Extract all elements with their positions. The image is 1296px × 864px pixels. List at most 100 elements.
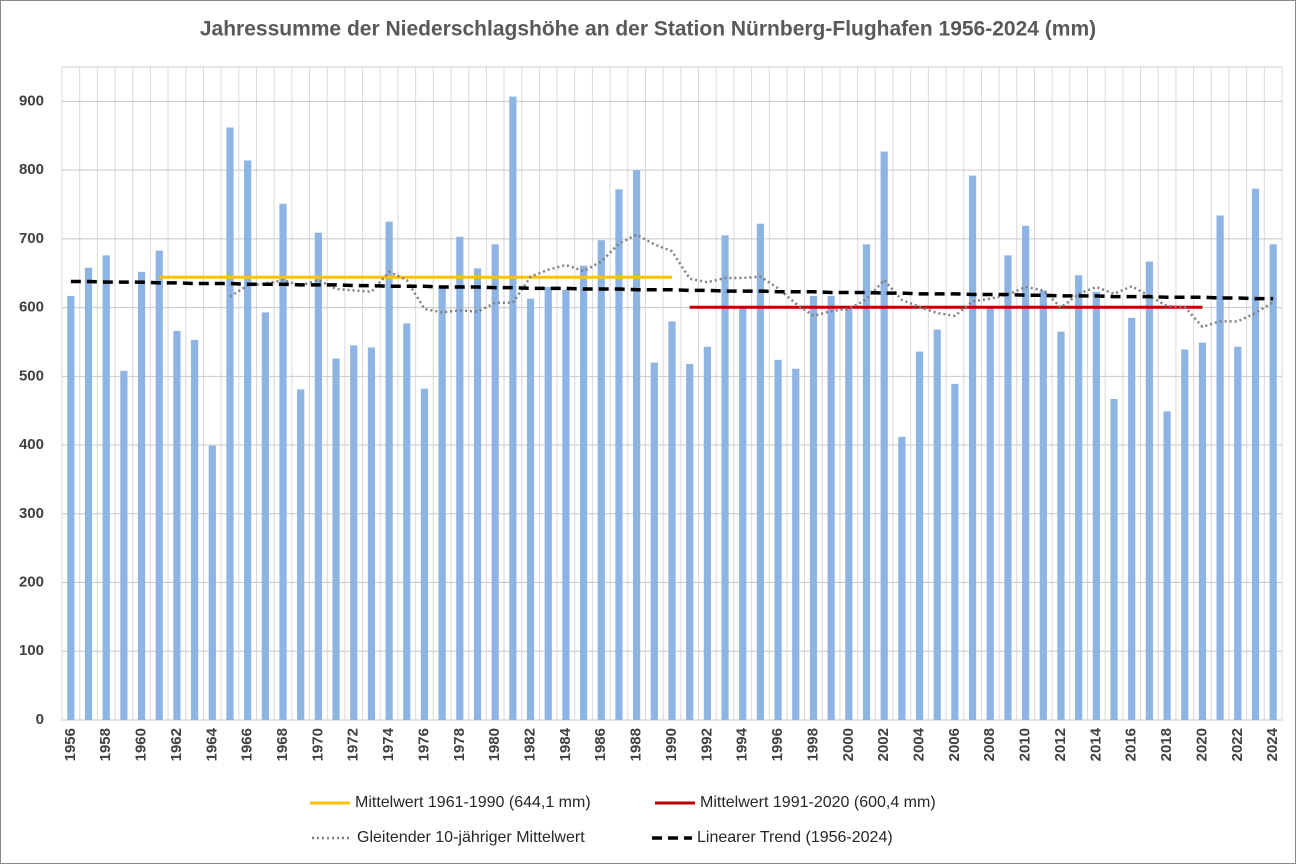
bar: [297, 389, 305, 720]
legend-label: Linearer Trend (1956-2024): [697, 829, 893, 846]
bar: [915, 351, 924, 720]
bar: [739, 307, 747, 720]
x-tick-label: 2016: [1123, 728, 1140, 761]
series-line: [70, 279, 1274, 301]
bar: [509, 96, 517, 721]
bar: [880, 151, 888, 720]
x-tick-label: 1960: [133, 728, 150, 761]
bar: [1181, 349, 1189, 720]
bar: [438, 287, 446, 720]
bar: [668, 321, 676, 720]
x-tick-label: 1974: [380, 727, 397, 761]
x-tick-label: 1966: [239, 728, 256, 761]
bar: [1057, 331, 1065, 720]
bar: [792, 368, 800, 720]
bar: [1128, 317, 1136, 720]
bar: [1004, 255, 1012, 721]
bar: [155, 250, 163, 720]
bar: [279, 203, 287, 720]
x-tick-label: 1986: [592, 728, 609, 761]
y-tick-label: 400: [19, 436, 44, 453]
x-tick-label: 1980: [486, 728, 503, 761]
series-line: [229, 233, 1274, 329]
bar: [367, 347, 376, 720]
x-tick-label: 2006: [946, 728, 963, 761]
bar: [208, 445, 216, 720]
bar: [1269, 244, 1277, 720]
bar: [721, 235, 729, 720]
bar: [898, 436, 906, 720]
bar: [67, 295, 75, 720]
bar: [332, 358, 340, 720]
bar: [703, 346, 711, 720]
x-tick-label: 2014: [1087, 727, 1104, 761]
x-tick-label: 2022: [1229, 728, 1246, 761]
bar: [562, 289, 570, 720]
x-tick-label: 1994: [734, 727, 751, 761]
x-tick-label: 1998: [804, 728, 821, 761]
bar: [491, 244, 499, 720]
legend-label: Gleitender 10-jähriger Mittelwert: [357, 829, 585, 846]
x-tick-label: 1992: [698, 728, 715, 761]
bar: [933, 329, 941, 720]
x-tick-label: 1958: [97, 728, 114, 761]
y-tick-label: 300: [19, 505, 44, 522]
bar: [862, 244, 871, 720]
bar: [650, 362, 658, 720]
y-tick-label: 700: [19, 230, 44, 247]
bar: [951, 383, 959, 720]
x-tick-label: 2024: [1264, 727, 1281, 761]
bar: [1092, 291, 1100, 720]
y-tick-label: 500: [19, 367, 44, 384]
x-tick-label: 1996: [769, 728, 786, 761]
bar: [845, 307, 853, 720]
bar: [774, 359, 782, 720]
bar: [968, 175, 977, 720]
bar: [1251, 188, 1260, 721]
bar: [686, 363, 694, 720]
x-tick-label: 1968: [274, 728, 291, 761]
bar: [173, 330, 181, 720]
x-tick-label: 1962: [168, 728, 185, 761]
bar: [261, 312, 269, 720]
bar: [986, 307, 994, 720]
bar: [226, 127, 234, 721]
bar: [1234, 346, 1242, 720]
bar: [244, 160, 252, 720]
chart-title: Jahressumme der Niederschlagshöhe an der…: [200, 18, 1096, 41]
y-tick-label: 600: [19, 299, 44, 316]
bar: [526, 298, 535, 720]
x-tick-label: 1990: [663, 728, 680, 761]
bar: [1039, 290, 1047, 720]
bar: [827, 295, 835, 720]
legend-label: Mittelwert 1961-1990 (644,1 mm): [355, 794, 591, 811]
y-tick-label: 0: [36, 711, 44, 728]
x-tick-label: 1972: [345, 728, 362, 761]
bar: [1075, 275, 1083, 720]
y-tick-label: 100: [19, 642, 44, 659]
bar: [403, 323, 411, 720]
bar: [633, 170, 641, 720]
bar: [456, 236, 464, 720]
x-tick-label: 1964: [203, 727, 220, 761]
x-tick-label: 1978: [451, 728, 468, 761]
bar: [756, 223, 765, 720]
x-tick-label: 2008: [981, 728, 998, 761]
bar: [84, 267, 93, 720]
bar: [1216, 215, 1224, 721]
x-tick-label: 2020: [1193, 728, 1210, 761]
bar: [809, 295, 818, 720]
x-tick-label: 1988: [628, 728, 645, 761]
x-tick-label: 2002: [875, 728, 892, 761]
x-tick-label: 1970: [309, 728, 326, 761]
bar: [1145, 261, 1153, 720]
y-tick-label: 800: [19, 161, 44, 178]
x-tick-label: 1956: [62, 728, 79, 761]
x-tick-label: 2004: [911, 727, 928, 761]
bar: [314, 232, 322, 720]
y-tick-label: 900: [19, 92, 44, 109]
y-tick-label: 200: [19, 573, 44, 590]
bar: [350, 345, 358, 720]
bar: [385, 221, 393, 720]
